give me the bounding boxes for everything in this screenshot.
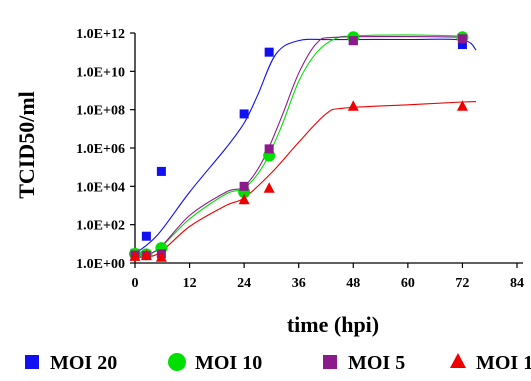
x-tick-label: 12: [183, 276, 197, 291]
x-axis-title: time (hpi): [287, 312, 379, 337]
moi-5-point: [457, 34, 467, 44]
moi-1-curve: [134, 101, 477, 258]
legend-label: MOI 5: [348, 352, 405, 374]
legend-label: MOI 10: [195, 352, 262, 374]
legend-marker: [323, 355, 337, 369]
legend-label: MOI 20: [50, 352, 117, 374]
moi-5-point: [348, 36, 358, 46]
moi-20-curve: [134, 38, 477, 255]
y-tick-label: 1.0E+06: [76, 142, 125, 157]
x-tick-label: 0: [132, 276, 139, 291]
moi-20-point: [156, 166, 166, 176]
x-tick-label: 24: [237, 276, 251, 291]
legend: MOI 20 MOI 10 MOI 5 MOI 1: [25, 352, 531, 374]
x-tick-label: 36: [292, 276, 306, 291]
series-markers: [129, 31, 469, 262]
legend-label: MOI 1: [476, 352, 531, 374]
y-tick-label: 1.0E+08: [76, 104, 125, 119]
legend-marker: [25, 355, 39, 369]
x-tick-label: 60: [401, 276, 415, 291]
legend-item-moi-1: MOI 1: [450, 352, 531, 374]
y-tick-label: 1.0E+10: [76, 65, 125, 80]
moi-20-point: [264, 47, 274, 57]
y-tick-label: 1.0E+02: [76, 219, 125, 234]
legend-item-moi-10: MOI 10: [168, 352, 262, 374]
x-tick-label: 72: [455, 276, 469, 291]
x-tick-label: 48: [346, 276, 360, 291]
y-axis-title: TCID50/ml: [14, 91, 39, 199]
moi-5-point: [239, 181, 249, 191]
moi-5-point: [264, 144, 274, 154]
moi-1-point: [129, 250, 141, 261]
legend-item-moi-20: MOI 20: [25, 352, 117, 374]
moi-10-curve: [134, 34, 463, 258]
legend-item-moi-5: MOI 5: [323, 352, 405, 374]
y-tick-label: 1.0E+00: [76, 257, 125, 272]
moi-20-point: [239, 109, 249, 119]
moi-1-point: [238, 193, 250, 205]
y-tick-labels: 1.0E+00 1.0E+02 1.0E+04 1.0E+06 1.0E+08 1.0E+…: [76, 27, 125, 272]
moi-1-point: [347, 100, 359, 111]
legend-marker: [450, 353, 466, 368]
x-tick-labels: 0 12 24 36 48 60 72 84: [132, 276, 525, 291]
moi-1-point: [155, 251, 167, 262]
moi-5-curve: [134, 35, 463, 258]
axes: [130, 32, 523, 268]
legend-marker: [168, 353, 186, 371]
moi-1-point: [140, 249, 152, 260]
x-tick-label: 84: [510, 276, 524, 291]
moi-1-point: [456, 100, 468, 111]
y-tick-label: 1.0E+04: [76, 180, 125, 195]
y-tick-label: 1.0E+12: [76, 27, 125, 42]
moi-20-point: [457, 40, 467, 50]
series-curves: [134, 34, 477, 258]
moi-20-point: [141, 231, 151, 241]
moi-1-point: [263, 182, 275, 193]
